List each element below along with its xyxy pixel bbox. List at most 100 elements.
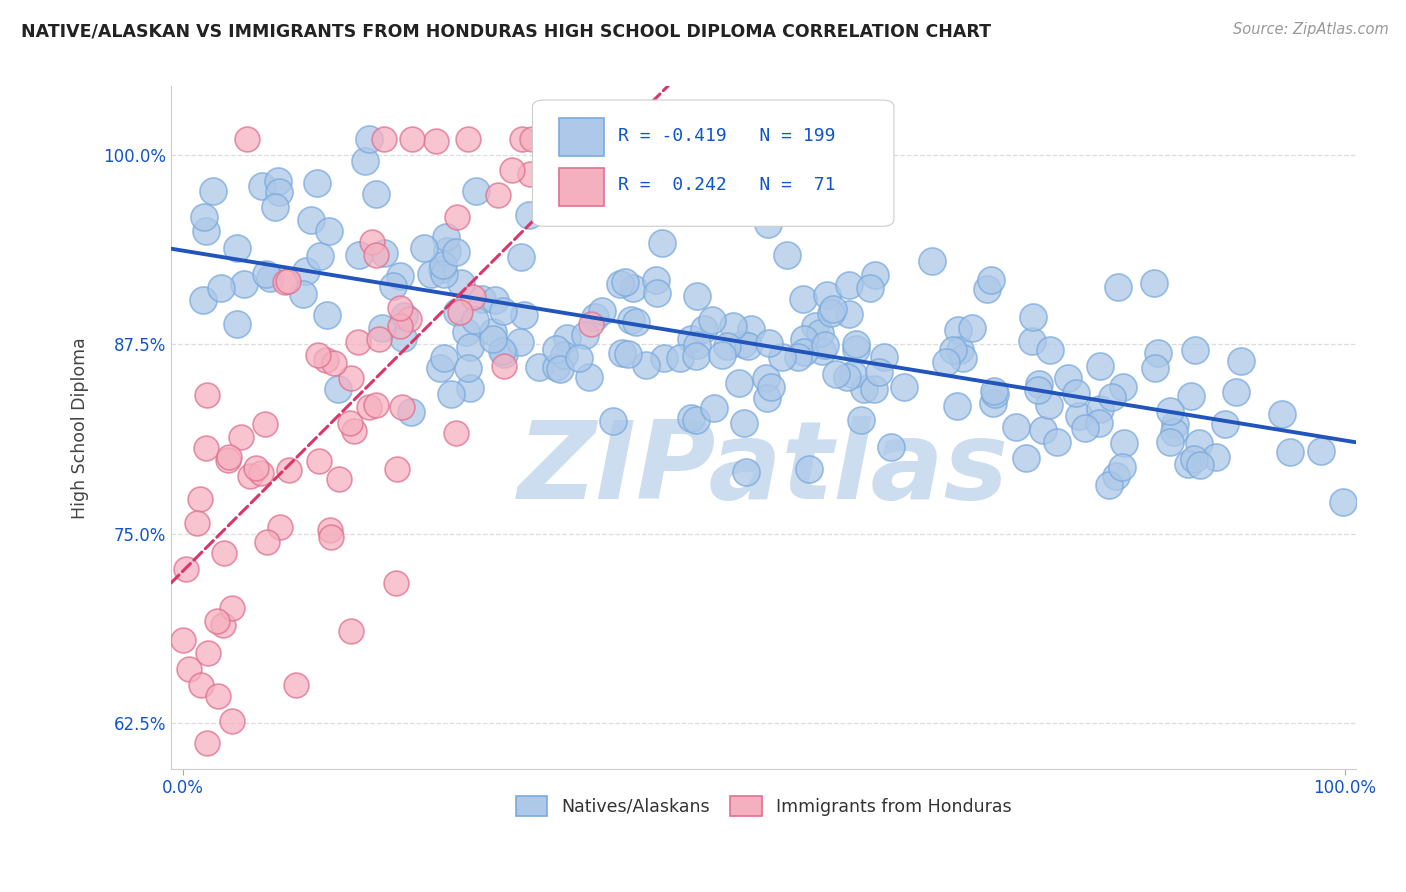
Bar bbox=[558, 119, 603, 156]
Point bbox=[813, 337, 835, 351]
Point bbox=[863, 382, 886, 396]
Point bbox=[853, 383, 876, 397]
Point bbox=[703, 401, 725, 415]
Point bbox=[319, 523, 342, 537]
Point bbox=[815, 288, 838, 302]
Point bbox=[1180, 389, 1202, 403]
Point bbox=[373, 245, 395, 260]
Point bbox=[804, 319, 827, 334]
Point bbox=[429, 361, 451, 376]
Point bbox=[1046, 435, 1069, 450]
Point bbox=[359, 132, 381, 146]
Point bbox=[755, 370, 778, 384]
Point bbox=[609, 277, 631, 291]
Point bbox=[176, 561, 198, 575]
Point bbox=[509, 251, 531, 265]
Point bbox=[1144, 361, 1167, 376]
Text: ZIPatlas: ZIPatlas bbox=[517, 416, 1010, 522]
Point bbox=[1163, 425, 1185, 439]
Point bbox=[484, 293, 506, 308]
Point bbox=[388, 319, 411, 334]
Point bbox=[207, 689, 229, 703]
Point bbox=[1230, 353, 1253, 368]
Point bbox=[683, 132, 706, 146]
Point bbox=[229, 429, 252, 443]
Point bbox=[195, 736, 218, 750]
Point bbox=[194, 224, 217, 238]
Point bbox=[949, 343, 972, 357]
Legend: Natives/Alaskans, Immigrants from Honduras: Natives/Alaskans, Immigrants from Hondur… bbox=[509, 789, 1018, 823]
Point bbox=[669, 351, 692, 365]
Point bbox=[461, 290, 484, 304]
Point bbox=[1331, 495, 1354, 509]
Point bbox=[555, 331, 578, 345]
Point bbox=[191, 293, 214, 307]
Point bbox=[322, 356, 344, 370]
Point bbox=[793, 344, 815, 359]
Point bbox=[308, 454, 330, 468]
Point bbox=[299, 212, 322, 227]
Point bbox=[339, 416, 361, 430]
Point bbox=[820, 306, 842, 320]
Point bbox=[685, 412, 707, 426]
Point bbox=[343, 424, 366, 438]
Point bbox=[328, 471, 350, 485]
Point bbox=[946, 399, 969, 413]
Point bbox=[233, 277, 256, 292]
Point bbox=[962, 320, 984, 334]
Point bbox=[491, 304, 513, 318]
Point bbox=[793, 332, 815, 346]
Point bbox=[824, 367, 846, 381]
Point bbox=[366, 398, 388, 412]
Point bbox=[983, 384, 1005, 398]
Point bbox=[321, 530, 343, 544]
Point bbox=[735, 466, 758, 480]
Point bbox=[284, 677, 307, 691]
Point bbox=[579, 317, 602, 331]
Point bbox=[610, 346, 633, 360]
Point bbox=[602, 414, 624, 428]
Point bbox=[553, 348, 575, 362]
Point bbox=[267, 185, 290, 199]
Point bbox=[935, 355, 957, 369]
Point bbox=[259, 271, 281, 285]
Point bbox=[359, 400, 381, 414]
Point bbox=[512, 132, 534, 146]
Point bbox=[177, 662, 200, 676]
Point bbox=[645, 285, 668, 300]
Point bbox=[513, 308, 536, 322]
Point bbox=[494, 347, 516, 361]
Point bbox=[568, 351, 591, 365]
Point bbox=[217, 453, 239, 467]
Point bbox=[1028, 377, 1050, 392]
Point bbox=[880, 440, 903, 454]
Point bbox=[419, 268, 441, 282]
Point bbox=[398, 311, 420, 326]
Point bbox=[389, 301, 412, 315]
Point bbox=[482, 325, 505, 339]
Point bbox=[509, 334, 531, 349]
Point bbox=[1271, 407, 1294, 421]
Point bbox=[354, 154, 377, 169]
Point bbox=[519, 167, 541, 181]
Point bbox=[1184, 343, 1206, 358]
Point bbox=[432, 267, 454, 281]
Point bbox=[433, 351, 456, 365]
Point bbox=[371, 321, 394, 335]
Point bbox=[294, 264, 316, 278]
Point bbox=[425, 134, 447, 148]
Point bbox=[1066, 385, 1088, 400]
Point bbox=[1159, 434, 1181, 449]
Point bbox=[614, 275, 637, 289]
Point bbox=[737, 339, 759, 353]
Point bbox=[1188, 436, 1211, 450]
Point bbox=[346, 334, 368, 349]
Point bbox=[980, 273, 1002, 287]
Point bbox=[692, 322, 714, 336]
Point bbox=[686, 289, 709, 303]
Point bbox=[838, 307, 860, 321]
Point bbox=[1309, 443, 1331, 458]
Point bbox=[315, 308, 337, 322]
Point bbox=[811, 343, 834, 358]
Point bbox=[776, 247, 799, 261]
